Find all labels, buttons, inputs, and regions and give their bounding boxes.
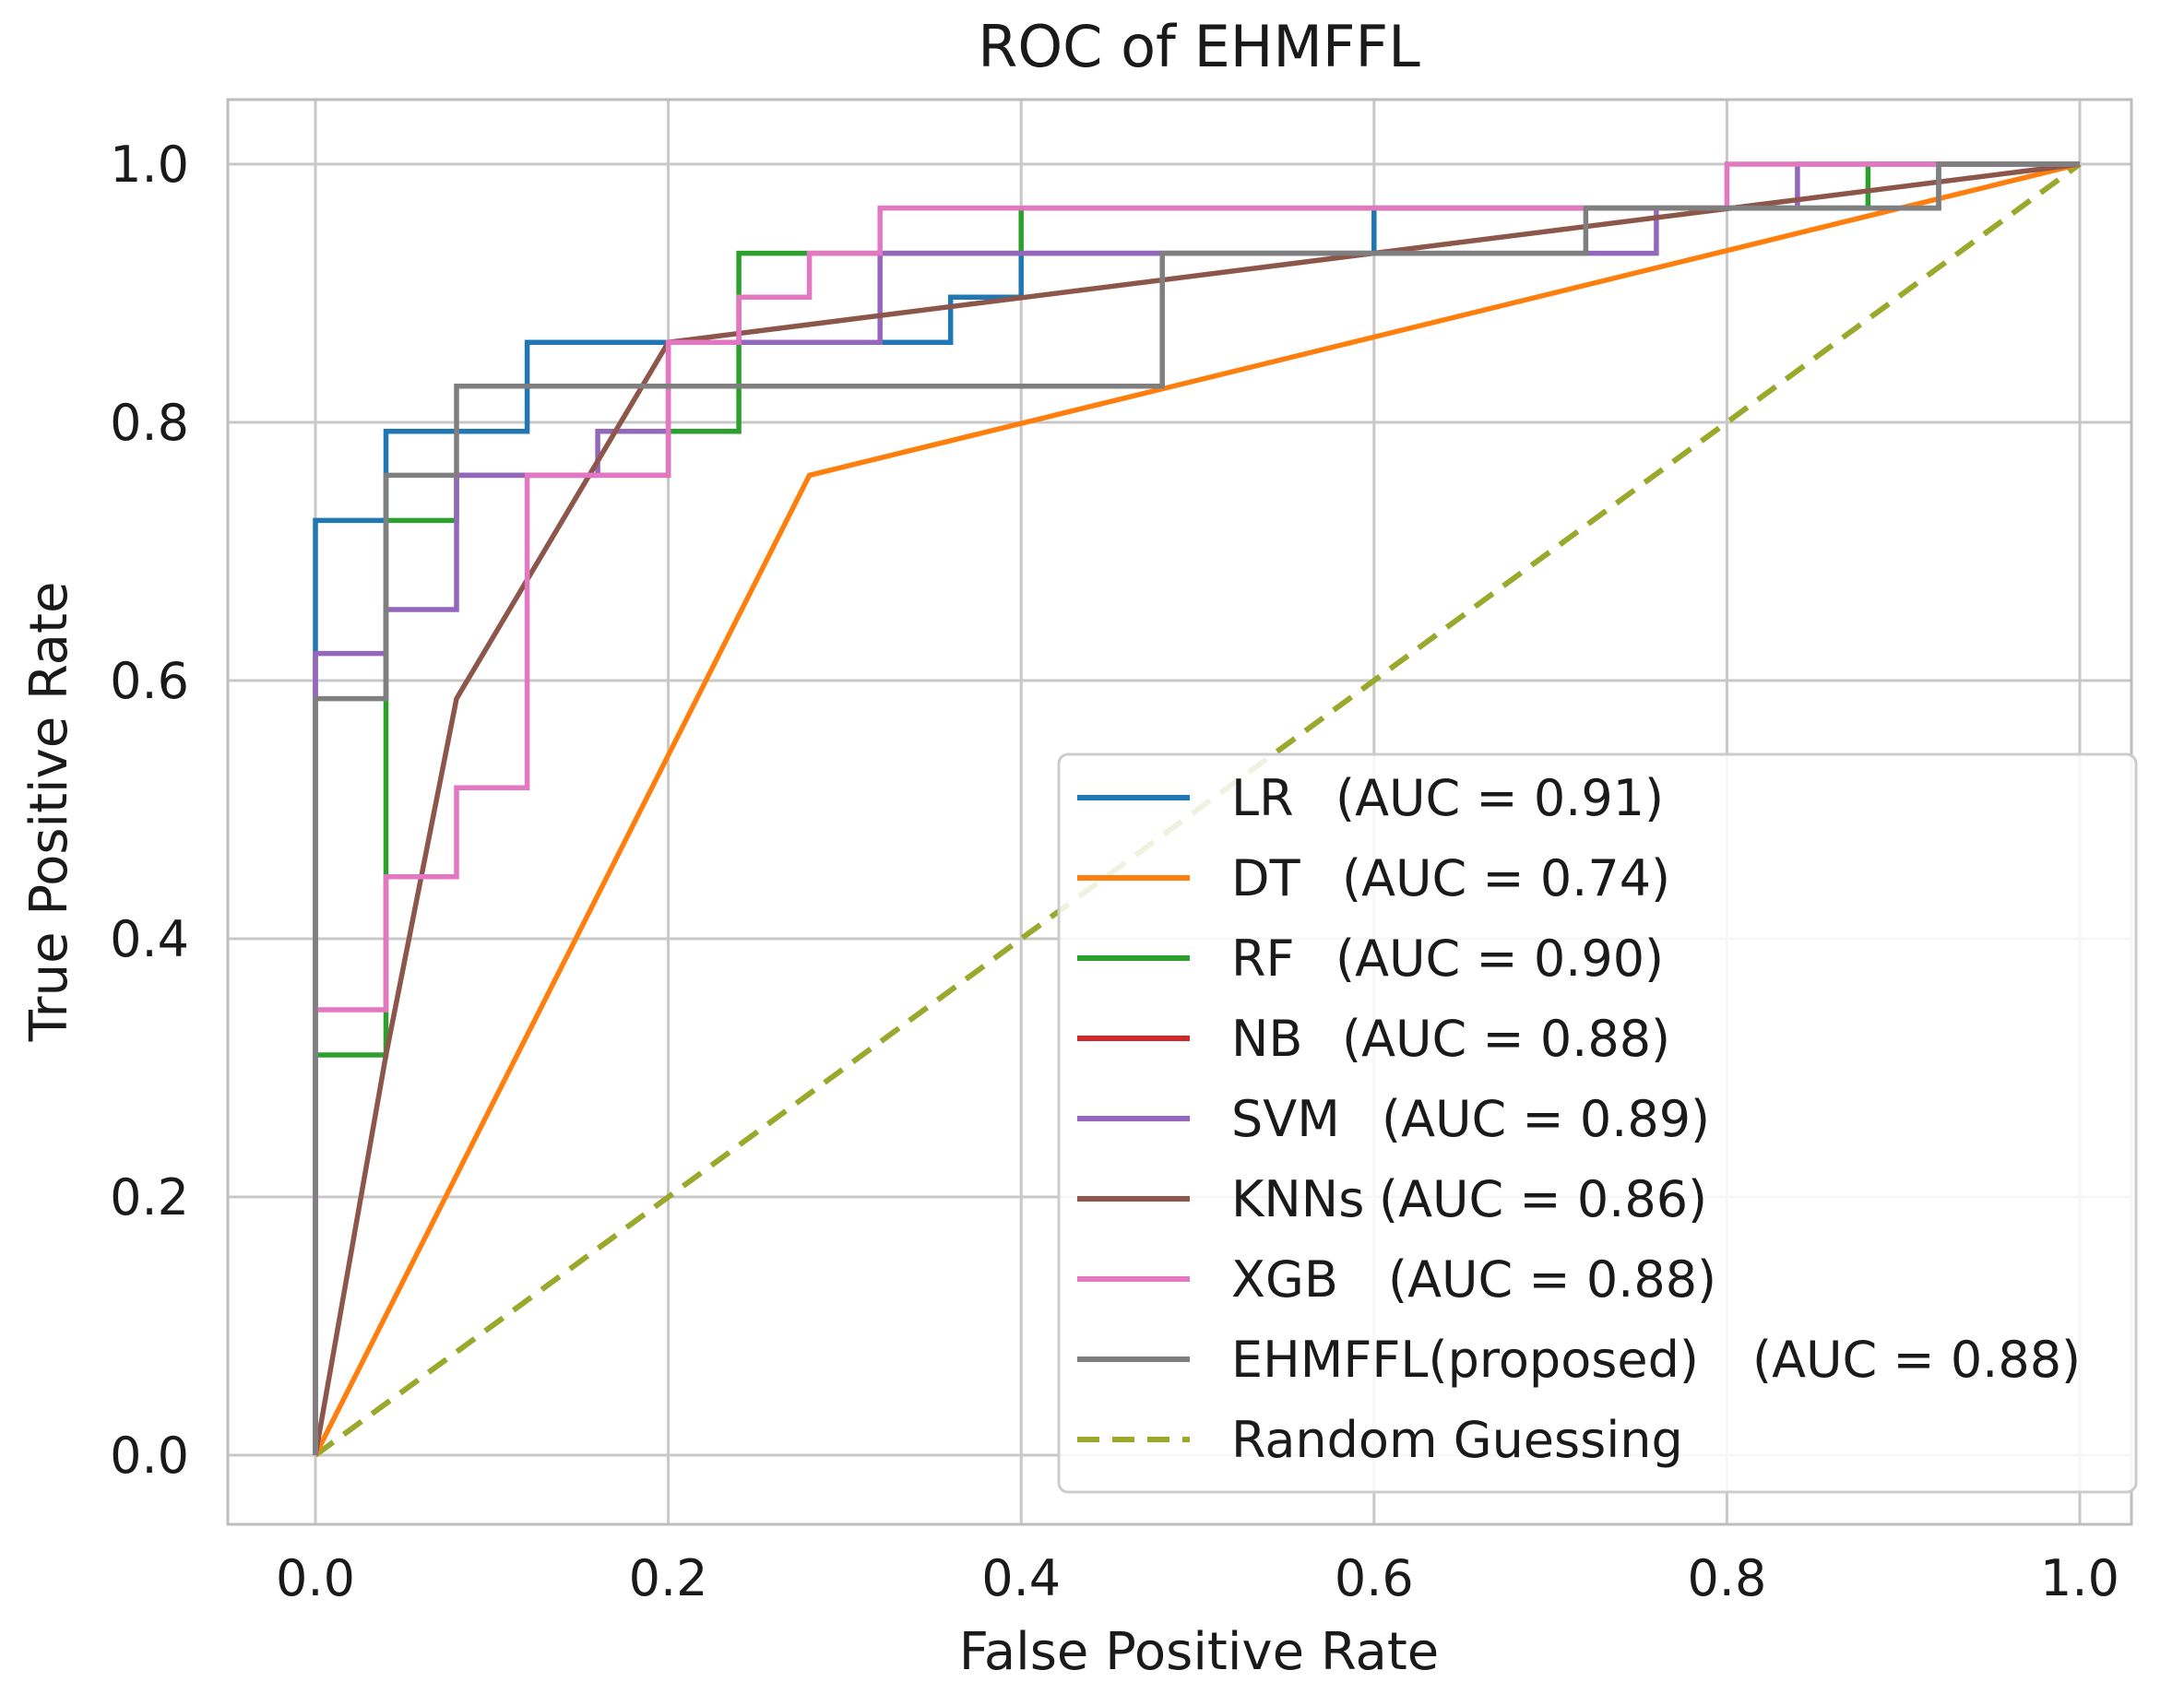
legend-label-xgb: XGB bbox=[1231, 1250, 1338, 1309]
legend-auc-nb: (AUC = 0.88) bbox=[1342, 1010, 1670, 1068]
y-tick-label-4: 0.8 bbox=[110, 394, 189, 452]
legend-auc-dt: (AUC = 0.74) bbox=[1342, 849, 1670, 907]
legend: LR (AUC = 0.91) DT (AUC = 0.74) RF (AUC = 0.9… bbox=[1057, 752, 2138, 1494]
x-tick-label-3: 0.6 bbox=[1335, 1549, 1414, 1607]
y-tick-label-5: 1.0 bbox=[110, 136, 189, 194]
legend-label-dt: DT bbox=[1231, 849, 1301, 907]
legend-auc-knns: (AUC = 0.86) bbox=[1379, 1170, 1707, 1228]
legend-label-random-guessing: Random Guessing bbox=[1231, 1411, 1683, 1469]
y-tick-label-2: 0.4 bbox=[110, 910, 189, 968]
legend-auc-ehmffl-proposed: (AUC = 0.88) bbox=[1752, 1331, 2081, 1389]
legend-auc-lr: (AUC = 0.91) bbox=[1335, 769, 1664, 827]
x-axis-label: False Positive Rate bbox=[959, 1622, 1439, 1682]
y-tick-label-0: 0.0 bbox=[110, 1427, 189, 1485]
x-tick-label-4: 0.8 bbox=[1687, 1549, 1766, 1607]
legend-auc-xgb: (AUC = 0.88) bbox=[1388, 1250, 1716, 1309]
x-tick-label-0: 0.0 bbox=[276, 1549, 355, 1607]
x-tick-label-1: 0.2 bbox=[629, 1549, 708, 1607]
y-tick-labels: 0.0 0.2 0.4 0.6 0.8 1.0 bbox=[110, 136, 189, 1485]
y-tick-label-3: 0.6 bbox=[110, 652, 189, 710]
x-tick-label-2: 0.4 bbox=[981, 1549, 1061, 1607]
x-tick-label-5: 1.0 bbox=[2040, 1549, 2119, 1607]
legend-label-knns: KNNs bbox=[1231, 1170, 1364, 1228]
series-line-dt bbox=[313, 161, 2081, 1457]
legend-auc-rf: (AUC = 0.90) bbox=[1335, 930, 1664, 988]
x-tick-labels: 0.0 0.2 0.4 0.6 0.8 1.0 bbox=[276, 1549, 2119, 1607]
y-axis-label: True Positive Rate bbox=[19, 582, 79, 1043]
y-tick-label-1: 0.2 bbox=[110, 1168, 189, 1226]
legend-box bbox=[1057, 752, 2138, 1494]
legend-label-lr: LR bbox=[1231, 769, 1294, 827]
series-line-ehmffl-proposed bbox=[313, 161, 2080, 1455]
legend-label-svm: SVM bbox=[1231, 1090, 1340, 1148]
legend-auc-svm: (AUC = 0.89) bbox=[1382, 1090, 1710, 1148]
series-line-knns bbox=[313, 161, 2081, 1456]
legend-label-rf: RF bbox=[1231, 930, 1295, 988]
chart-title: ROC of EHMFFL bbox=[978, 13, 1420, 80]
series-line-xgb bbox=[313, 161, 2080, 1455]
legend-label-nb: NB bbox=[1231, 1010, 1302, 1068]
legend-label-ehmffl-proposed: EHMFFL(proposed) bbox=[1231, 1331, 1699, 1389]
